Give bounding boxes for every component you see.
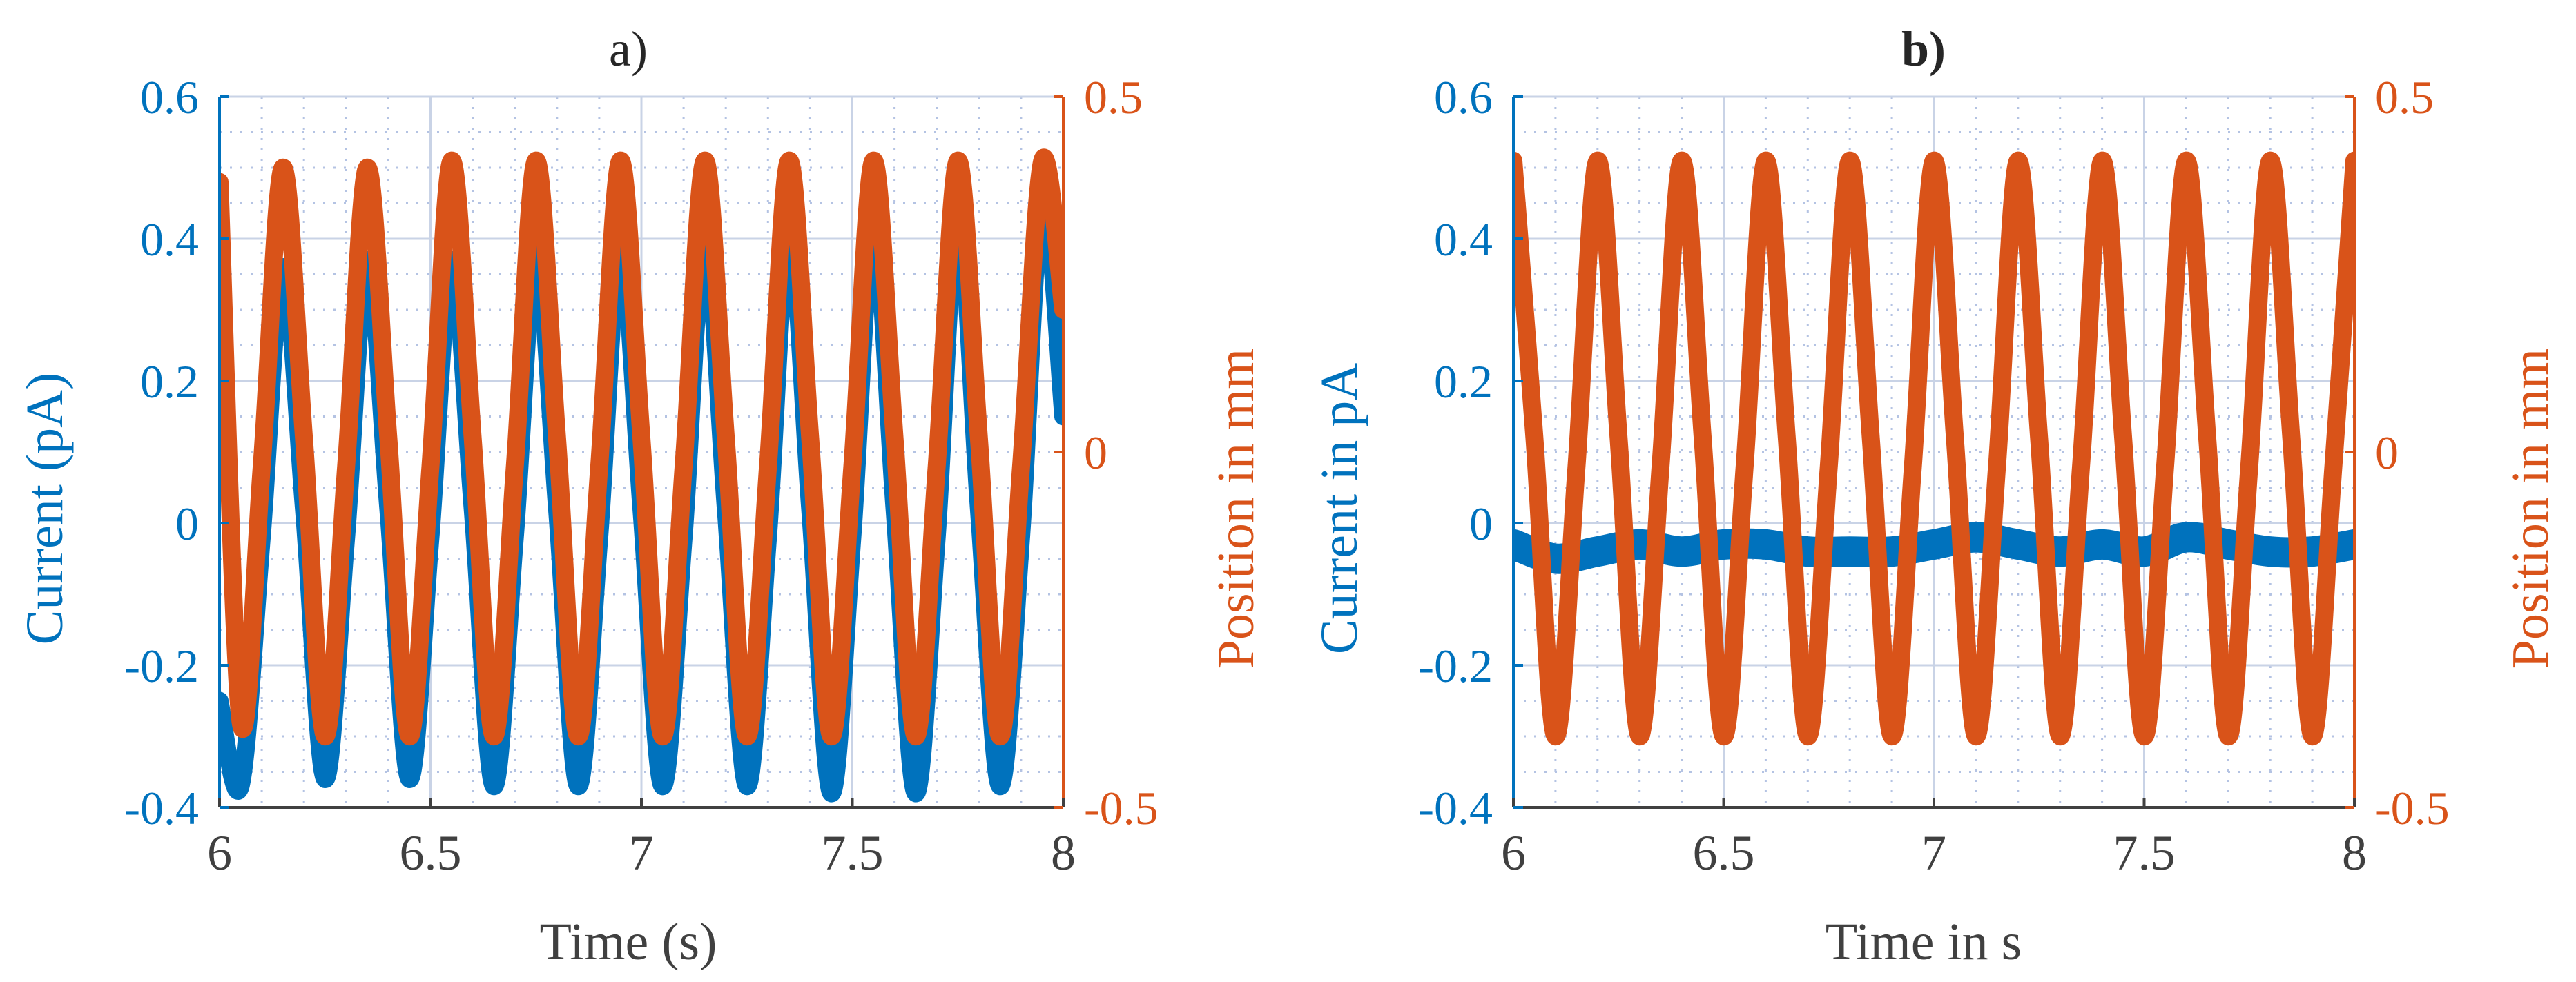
panel-a-left-tick-label: 0 <box>175 498 199 550</box>
panel-b-left-tick-label: 0 <box>1469 498 1493 550</box>
panel-b-x-tick-label: 6.5 <box>1693 825 1755 881</box>
panel-b-left-tick-label: -0.2 <box>1418 640 1493 692</box>
panel-a-x-tick-label: 7 <box>629 825 654 881</box>
panel-a-left-axis-label: Current (pA) <box>16 373 74 645</box>
panel-a-x-axis-label: Time (s) <box>540 913 717 971</box>
panel-b-position-series-line <box>1513 151 2354 746</box>
panel-b-right-tick-label: 0.5 <box>2375 71 2434 124</box>
panel-b-x-tick-label: 6 <box>1501 825 1526 881</box>
panel-a-right-tick-label: 0 <box>1084 426 1107 479</box>
panel-a-title: a) <box>609 21 648 77</box>
panel-b-right-tick-label: -0.5 <box>2375 782 2450 834</box>
panel-b-left-tick-label: 0.4 <box>1434 213 1493 266</box>
panel-a-plot-area <box>218 95 1065 809</box>
panel-b-x-tick-label: 7.5 <box>2113 825 2176 881</box>
panel-a-position-series-line <box>220 148 1063 746</box>
panel-b-left-tick-label: 0.6 <box>1434 71 1493 124</box>
panel-b-x-axis-label: Time in s <box>1826 913 2022 971</box>
panel-a-right-axis-label: Position in mm <box>1207 348 1265 669</box>
panel-a-left-tick-label: -0.2 <box>124 640 199 692</box>
panel-b-right-axis-label: Position in mm <box>2501 348 2559 669</box>
panel-a-right-tick-label: 0.5 <box>1084 71 1143 124</box>
panel-a-left-tick-label: 0.4 <box>140 213 199 266</box>
panel-a-left-tick-label: -0.4 <box>124 782 199 834</box>
panel-b-x-tick-label: 7 <box>1921 825 1946 881</box>
panel-a-x-tick-label: 7.5 <box>822 825 884 881</box>
panel-b-x-tick-label: 8 <box>2342 825 2367 881</box>
panel-a-x-tick-label: 8 <box>1051 825 1076 881</box>
panel-a: a) Time (s) Current (pA) Position in mm … <box>16 21 1265 971</box>
panel-b-right-tick-label: 0 <box>2375 426 2399 479</box>
panel-b-left-tick-label: -0.4 <box>1418 782 1493 834</box>
panel-b-title: b) <box>1901 21 1946 77</box>
panel-a-right-tick-label: -0.5 <box>1084 782 1159 834</box>
panel-b-left-axis-label: Current in pA <box>1310 363 1368 654</box>
panel-a-left-tick-label: 0.2 <box>140 355 199 408</box>
panel-a-x-tick-label: 6 <box>207 825 232 881</box>
panel-a-left-tick-label: 0.6 <box>140 71 199 124</box>
panel-a-x-tick-label: 6.5 <box>400 825 462 881</box>
panel-b-plot-area <box>1512 95 2356 809</box>
panel-b-left-tick-label: 0.2 <box>1434 355 1493 408</box>
panel-b: b) Time in s Current in pA Position in m… <box>1310 21 2559 971</box>
panel-b-current-series-line <box>1513 522 2354 574</box>
